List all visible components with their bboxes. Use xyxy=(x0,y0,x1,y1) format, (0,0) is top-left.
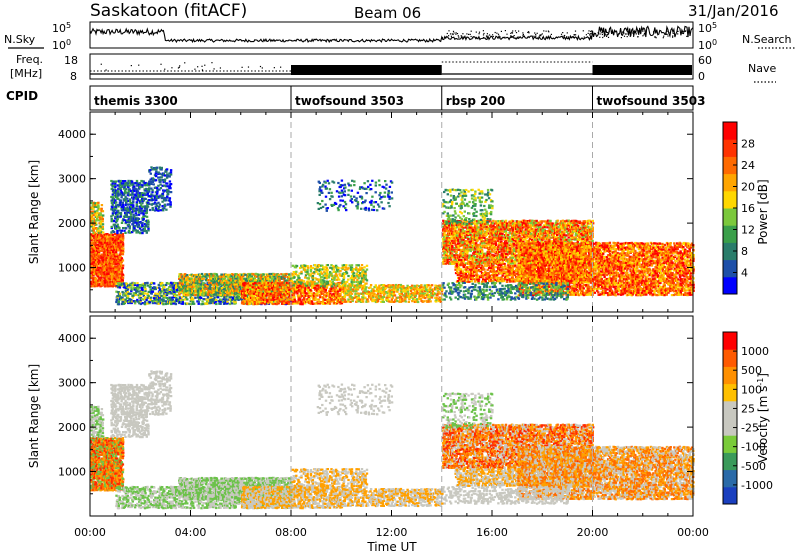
colorbar-cell xyxy=(723,400,737,419)
nsearch-label: N.Search xyxy=(742,33,792,46)
y-tick-label: 3000 xyxy=(58,173,86,186)
y-tick-label: 2000 xyxy=(58,421,86,434)
colorbar-cell xyxy=(723,435,737,453)
time-axis-label: Time UT xyxy=(366,540,417,554)
velocity-colorbar: 1000 500 100 25 -25 -100 -500 -1000 Velocity [m… xyxy=(722,331,773,505)
colorbar-tick-label: 25 xyxy=(741,402,755,415)
nave-label: Nave xyxy=(748,62,776,75)
power-colorbar: 28 24 20 16 12 8 4 Power [dB] xyxy=(722,121,770,295)
x-tick-label: 00:00 xyxy=(677,526,709,539)
colorbar-tick-label: -25 xyxy=(741,422,759,435)
colorbar-cell xyxy=(723,332,737,350)
y-tick-label: 1000 xyxy=(58,466,86,479)
date-title: 31/Jan/2016 xyxy=(688,2,779,20)
colorbar-cell xyxy=(723,242,737,261)
nsky-label: N.Sky xyxy=(4,33,36,46)
x-tick-label: 00:00 xyxy=(74,526,106,539)
colorbar-cell xyxy=(723,418,737,436)
colorbar-cell xyxy=(723,225,737,243)
y-tick-label: 3000 xyxy=(58,377,86,390)
cpid-segment-label: twofsound 3503 xyxy=(295,94,404,108)
x-tick-label: 20:00 xyxy=(577,526,609,539)
nsky-tick-top: 105 xyxy=(52,21,71,35)
time-axis: 00:00 04:00 08:00 12:00 16:00 20:00 00:00 xyxy=(74,526,709,539)
velocity-colorbar-label: Velocity [m s-1] xyxy=(756,373,770,463)
colorbar-cell xyxy=(723,383,737,402)
colorbar-cell xyxy=(723,208,737,226)
noise-strip: N.Sky 105 100 105 100 N.Search xyxy=(4,21,796,52)
station-title: Saskatoon (fitACF) xyxy=(90,1,247,21)
colorbar-tick-label: 8 xyxy=(741,245,748,258)
y-tick-label: 1000 xyxy=(58,262,86,275)
colorbar-tick-label: 100 xyxy=(741,383,762,396)
velocity-scatter xyxy=(90,370,695,510)
cpid-strip: CPID themis 3300 twofsound 3503 rbsp 200 tw… xyxy=(6,85,706,111)
freq-label-top: Freq. xyxy=(16,53,43,66)
colorbar-tick-label: 1000 xyxy=(741,345,769,358)
freq-trace xyxy=(90,61,692,75)
colorbar-cell xyxy=(723,156,737,175)
frequency-strip: Freq. [MHz] 18 8 60 0 Nave xyxy=(10,53,776,83)
cpid-segment-label: themis 3300 xyxy=(94,94,178,108)
noise-trace xyxy=(89,25,694,44)
colorbar-tick-label: 500 xyxy=(741,364,762,377)
power-colorbar-label: Power [dB] xyxy=(756,179,770,244)
colorbar-tick-label: -100 xyxy=(741,441,766,454)
power-ylabel: Slant Range [km] xyxy=(27,160,41,264)
colorbar-cell xyxy=(723,276,737,295)
cpid-segment-label: rbsp 200 xyxy=(446,94,505,108)
cpid-label: CPID xyxy=(6,89,38,103)
nave-tick-bottom: 0 xyxy=(698,70,705,83)
colorbar-cell xyxy=(723,366,737,385)
colorbar-cell xyxy=(723,452,737,471)
freq-tick-top: 18 xyxy=(64,54,78,67)
power-panel: 1000 2000 3000 4000 Slant Range [km] xyxy=(27,111,695,313)
velocity-ylabel: Slant Range [km] xyxy=(27,364,41,468)
x-tick-label: 04:00 xyxy=(175,526,207,539)
colorbar-tick-label: -500 xyxy=(741,460,766,473)
colorbar-tick-label: 16 xyxy=(741,202,755,215)
x-tick-label: 12:00 xyxy=(376,526,408,539)
colorbar-tick-label: -1000 xyxy=(741,479,773,492)
colorbar-cell xyxy=(723,469,737,488)
y-tick-label: 4000 xyxy=(58,332,86,345)
y-tick-label: 2000 xyxy=(58,217,86,230)
colorbar-tick-label: 20 xyxy=(741,181,755,194)
nsearch-tick-top: 105 xyxy=(698,21,717,35)
colorbar-cell xyxy=(723,259,737,278)
colorbar-cell xyxy=(723,486,737,505)
colorbar-cell xyxy=(723,349,737,367)
beam-title: Beam 06 xyxy=(354,4,421,22)
colorbar-tick-label: 4 xyxy=(741,267,748,280)
x-tick-label: 08:00 xyxy=(275,526,307,539)
nave-tick-top: 60 xyxy=(698,54,712,67)
x-tick-label: 16:00 xyxy=(476,526,508,539)
power-scatter xyxy=(90,166,695,306)
colorbar-tick-label: 12 xyxy=(741,224,755,237)
velocity-panel: 1000 2000 3000 4000 Slant Range [km] xyxy=(27,315,695,517)
y-tick-label: 4000 xyxy=(58,128,86,141)
colorbar-cell xyxy=(723,122,737,140)
colorbar-cell xyxy=(723,173,737,192)
nsky-tick-bottom: 100 xyxy=(52,38,71,52)
colorbar-cell xyxy=(723,139,737,157)
freq-tick-bottom: 8 xyxy=(70,70,77,83)
nsearch-tick-bottom: 100 xyxy=(698,38,717,52)
colorbar-tick-label: 28 xyxy=(741,138,755,151)
colorbar-tick-label: 24 xyxy=(741,159,755,172)
cpid-segment-label: twofsound 3503 xyxy=(597,94,706,108)
freq-label-bottom: [MHz] xyxy=(10,67,42,80)
colorbar-cell xyxy=(723,190,737,209)
